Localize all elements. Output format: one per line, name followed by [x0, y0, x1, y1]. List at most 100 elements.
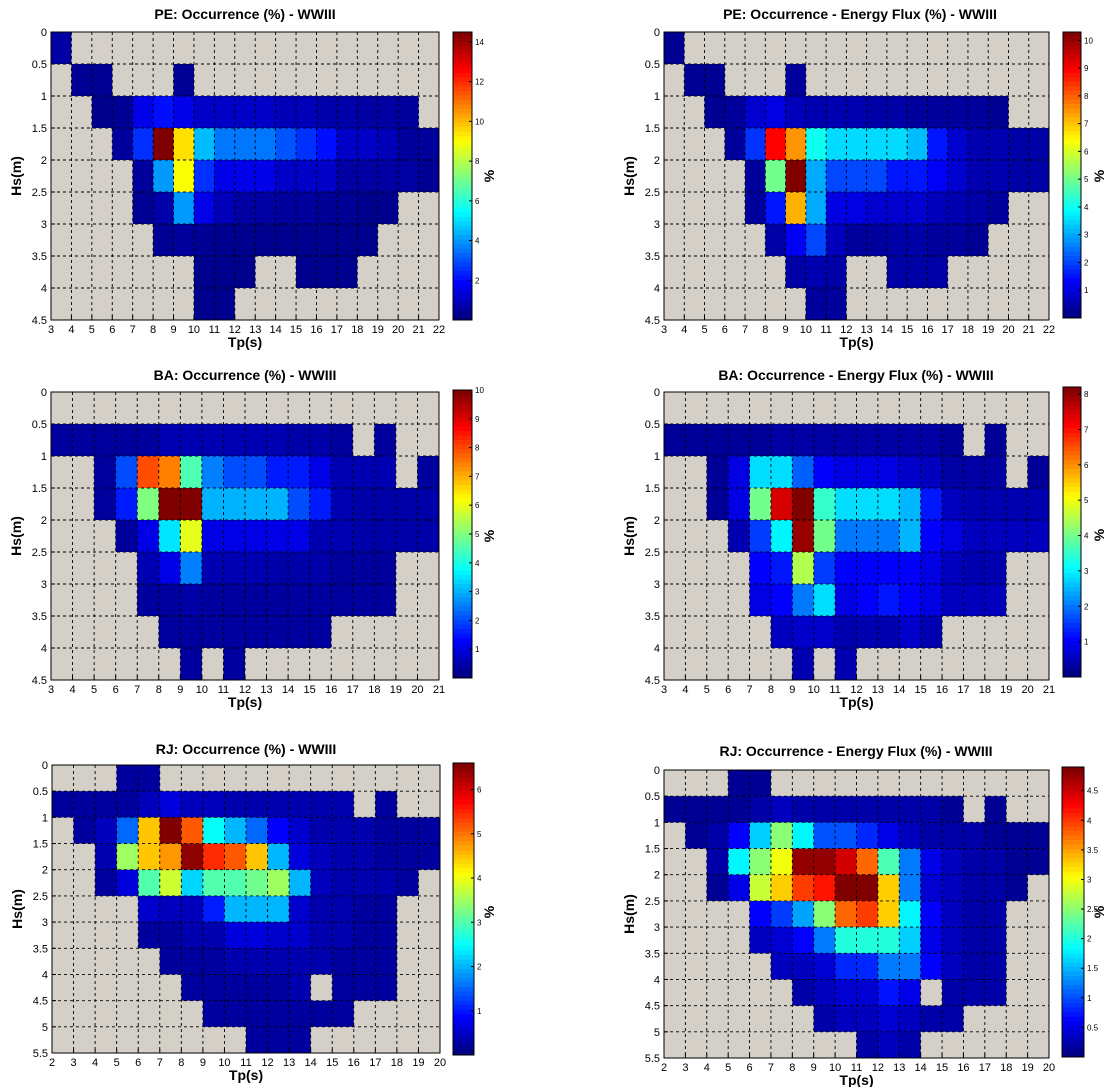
heatmap-cell: [813, 424, 836, 457]
heatmap-cell-empty: [112, 160, 134, 193]
heatmap-cell-empty: [95, 1026, 118, 1054]
heatmap-cell: [138, 922, 161, 949]
heatmap-cell-empty: [1027, 927, 1050, 954]
heatmap-cell-empty: [664, 224, 685, 257]
y-tick-label: 4.5: [32, 675, 47, 687]
x-tick-label: 15: [326, 1057, 338, 1069]
colorbar-segment: [1063, 259, 1081, 265]
heatmap-cell: [920, 552, 943, 585]
x-tick-label: 18: [962, 324, 974, 336]
heatmap-cell-empty: [71, 256, 93, 289]
heatmap-cell-empty: [51, 288, 72, 321]
heatmap-cell: [907, 192, 928, 225]
heatmap-cell: [805, 160, 827, 193]
colorbar-segment: [1063, 391, 1081, 397]
colorbar-segment: [453, 767, 474, 773]
colorbar-segment: [453, 498, 472, 503]
heatmap-cell: [116, 869, 139, 897]
heatmap-cell: [357, 128, 379, 161]
heatmap-cell: [374, 488, 397, 521]
heatmap-cell: [51, 424, 73, 457]
heatmap-cell: [275, 96, 297, 129]
heatmap-cell-empty: [724, 160, 746, 193]
heatmap-cell-empty: [418, 288, 440, 321]
heatmap-cell-empty: [1006, 616, 1029, 649]
colorbar-segment: [453, 610, 472, 616]
colorbar-segment: [453, 149, 472, 154]
colorbar-segment: [453, 538, 472, 544]
heatmap-cell: [805, 192, 827, 225]
x-tick-label: 19: [412, 1057, 424, 1069]
colorbar-segment: [453, 570, 472, 575]
heatmap-cell: [201, 552, 224, 585]
heatmap-cell-empty: [927, 64, 949, 97]
heatmap-cell: [398, 96, 419, 129]
colorbar-segment: [1063, 482, 1081, 488]
heatmap-cell: [377, 160, 399, 193]
heatmap-cell: [245, 488, 267, 521]
x-tick-label: 2: [49, 1057, 55, 1069]
colorbar-segment: [1062, 921, 1084, 927]
x-tick-label: 10: [829, 1062, 841, 1074]
heatmap-cell-empty: [749, 1031, 772, 1059]
heatmap-cell: [877, 953, 900, 980]
heatmap-cell: [418, 843, 441, 871]
colorbar-segment: [1062, 916, 1084, 922]
colorbar-segment: [1063, 504, 1081, 510]
colorbar-segment: [1063, 500, 1081, 506]
heatmap-cell: [856, 616, 879, 649]
heatmap-cell: [963, 822, 986, 849]
heatmap-cell: [310, 922, 333, 949]
heatmap-cell: [353, 869, 376, 897]
heatmap-cell-empty: [418, 948, 441, 975]
colorbar-segment: [453, 776, 474, 782]
colorbar-segment: [453, 390, 472, 395]
heatmap-cell: [856, 900, 879, 928]
heatmap-cell: [770, 927, 793, 954]
heatmap-cell: [266, 520, 289, 553]
colorbar-segment: [1062, 970, 1084, 976]
heatmap-cell: [159, 895, 182, 923]
heatmap-cell-empty: [51, 520, 73, 553]
colorbar-segment: [453, 426, 472, 431]
x-tick-label: 16: [921, 324, 933, 336]
colorbar-segment: [453, 799, 474, 805]
heatmap-cell: [826, 192, 847, 225]
heatmap-cell: [907, 96, 928, 129]
heatmap-cell-empty: [115, 552, 138, 585]
x-tick-label: 20: [392, 324, 404, 336]
colorbar-segment: [1062, 1038, 1084, 1044]
heatmap-cell-empty: [234, 288, 256, 321]
colorbar-segment: [453, 547, 472, 553]
heatmap-cell: [375, 843, 398, 871]
heatmap-cell: [202, 869, 225, 897]
heatmap-cell: [352, 488, 375, 521]
heatmap-cell-empty: [745, 64, 766, 97]
colorbar-segment: [1063, 237, 1081, 243]
colorbar-segment: [453, 772, 474, 778]
colorbar-segment: [453, 637, 472, 643]
heatmap-cell-empty: [866, 64, 888, 97]
heatmap-cell: [899, 848, 922, 876]
heatmap-cell: [899, 584, 922, 617]
heatmap-cell-empty: [942, 770, 964, 797]
heatmap-cell-empty: [813, 1031, 836, 1059]
heatmap-cell: [963, 520, 986, 553]
heatmap-cell: [877, 848, 900, 876]
grid-lines: [51, 32, 439, 320]
heatmap-cell-empty: [1027, 900, 1050, 928]
heatmap-cell-empty: [95, 765, 118, 792]
colorbar-segment: [453, 646, 472, 652]
heatmap-cell: [246, 791, 268, 818]
colorbar-segment: [453, 144, 472, 150]
heatmap-cell-empty: [395, 552, 418, 585]
heatmap-cell: [159, 791, 182, 818]
heatmap-cell-empty: [664, 64, 685, 97]
y-tick-label: 2: [654, 515, 660, 527]
heatmap-cell: [224, 791, 247, 818]
heatmap-cell-empty: [1027, 770, 1050, 797]
heatmap-cell: [246, 922, 268, 949]
heatmap-cell-empty: [967, 32, 989, 65]
colorbar-label: %: [481, 529, 497, 542]
